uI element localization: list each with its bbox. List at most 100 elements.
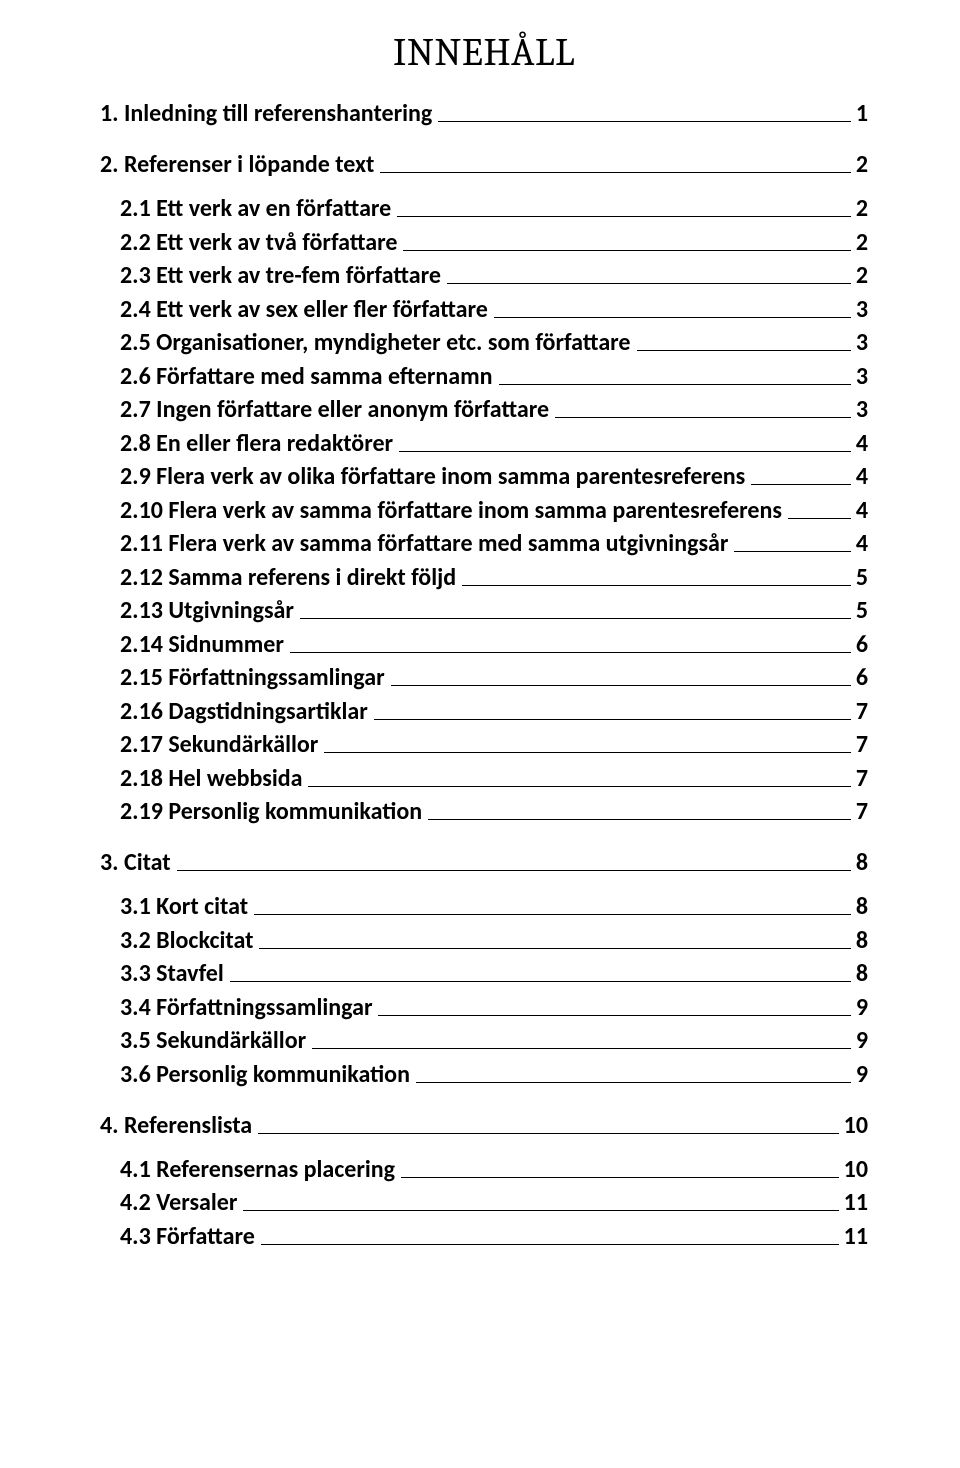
toc-entry-label: 3.6 Personlig kommunikation — [120, 1063, 410, 1087]
toc-entry-label: 3.1 Kort citat — [120, 895, 248, 919]
toc-entry-page: 3 — [856, 298, 868, 322]
toc-leader-line — [555, 417, 851, 418]
toc-entry-page: 3 — [856, 365, 868, 389]
toc-entry-label: 2.5 Organisationer, myndigheter etc. som… — [120, 331, 631, 355]
toc-leader-line — [416, 1082, 851, 1083]
toc-entry-page: 6 — [856, 666, 868, 690]
toc-entry-label: 3.5 Sekundärkällor — [120, 1029, 306, 1053]
toc-entry: 4. Referenslista10 — [100, 1114, 868, 1138]
toc-entry-label: 2.19 Personlig kommunikation — [120, 800, 422, 824]
toc-entry-page: 9 — [856, 1063, 868, 1087]
toc-leader-line — [499, 384, 851, 385]
toc-entry: 2.3 Ett verk av tre-fem författare2 — [120, 264, 868, 288]
toc-leader-line — [391, 685, 851, 686]
toc-entry-label: 3.3 Stavfel — [120, 962, 224, 986]
toc-entry: 2.5 Organisationer, myndigheter etc. som… — [120, 331, 868, 355]
toc-leader-line — [403, 250, 850, 251]
toc-entry: 3.3 Stavfel 8 — [120, 962, 868, 986]
toc-leader-line — [259, 948, 850, 949]
toc-entry-page: 7 — [856, 733, 868, 757]
toc-leader-line — [374, 719, 851, 720]
toc-entry: 1. Inledning till referenshantering 1 — [100, 102, 868, 126]
toc-entry: 2.19 Personlig kommunikation 7 — [120, 800, 868, 824]
toc-entry-page: 2 — [856, 231, 868, 255]
toc-entry-page: 5 — [856, 566, 868, 590]
toc-entry: 3.6 Personlig kommunikation 9 — [120, 1063, 868, 1087]
toc-entry: 2.12 Samma referens i direkt följd5 — [120, 566, 868, 590]
toc-entry-label: 2.13 Utgivningsår — [120, 599, 294, 623]
toc-entry-page: 9 — [856, 996, 868, 1020]
toc-entry-label: 4.1 Referensernas placering — [120, 1158, 395, 1182]
toc-entry-label: 2.11 Flera verk av samma författare med … — [120, 532, 728, 556]
toc-entry-label: 2.18 Hel webbsida — [120, 767, 302, 791]
toc-leader-line — [401, 1177, 839, 1178]
toc-leader-line — [324, 752, 851, 753]
toc-entry-label: 2.16 Dagstidningsartiklar — [120, 700, 368, 724]
toc-entry-page: 7 — [856, 700, 868, 724]
toc-entry-label: 2.17 Sekundärkällor — [120, 733, 318, 757]
toc-leader-line — [378, 1015, 850, 1016]
toc-entry-page: 4 — [856, 532, 868, 556]
toc-leader-line — [428, 819, 851, 820]
toc-entry: 2.10 Flera verk av samma författare inom… — [120, 499, 868, 523]
toc-entry-page: 4 — [856, 465, 868, 489]
toc-entry: 4.3 Författare 11 — [120, 1225, 868, 1249]
toc-entry-page: 7 — [856, 800, 868, 824]
toc-leader-line — [300, 618, 851, 619]
toc-entry: 2.15 Författningssamlingar 6 — [120, 666, 868, 690]
toc-entry-page: 4 — [856, 499, 868, 523]
toc-entry-label: 3. Citat — [100, 851, 171, 875]
toc-entry-page: 8 — [856, 962, 868, 986]
toc-leader-line — [751, 484, 851, 485]
toc-leader-line — [243, 1210, 838, 1211]
toc-leader-line — [177, 870, 851, 871]
toc-entry-page: 7 — [856, 767, 868, 791]
table-of-contents: 1. Inledning till referenshantering 1 2. R… — [100, 102, 868, 1249]
toc-entry-label: 4. Referenslista — [100, 1114, 252, 1138]
toc-entry: 3. Citat 8 — [100, 851, 868, 875]
toc-entry-page: 8 — [856, 895, 868, 919]
toc-entry: 2.11 Flera verk av samma författare med … — [120, 532, 868, 556]
toc-entry: 2.18 Hel webbsida 7 — [120, 767, 868, 791]
toc-entry-label: 3.2 Blockcitat — [120, 929, 253, 953]
toc-entry-page: 11 — [844, 1225, 868, 1249]
toc-entry: 3.5 Sekundärkällor 9 — [120, 1029, 868, 1053]
toc-leader-line — [230, 981, 851, 982]
toc-entry-label: 2.6 Författare med samma efternamn — [120, 365, 493, 389]
toc-leader-line — [438, 121, 851, 122]
toc-entry: 3.4 Författningssamlingar 9 — [120, 996, 868, 1020]
toc-entry-page: 2 — [856, 264, 868, 288]
toc-entry: 2.1 Ett verk av en författare2 — [120, 197, 868, 221]
toc-entry-page: 10 — [844, 1158, 868, 1182]
toc-leader-line — [397, 216, 851, 217]
toc-entry-page: 4 — [856, 432, 868, 456]
toc-entry-page: 3 — [856, 398, 868, 422]
toc-entry-page: 5 — [856, 599, 868, 623]
toc-leader-line — [258, 1133, 839, 1134]
toc-entry-page: 11 — [844, 1191, 868, 1215]
toc-entry-label: 2.15 Författningssamlingar — [120, 666, 385, 690]
toc-entry-page: 9 — [856, 1029, 868, 1053]
toc-entry-label: 2.9 Flera verk av olika författare inom … — [120, 465, 745, 489]
toc-entry-label: 3.4 Författningssamlingar — [120, 996, 372, 1020]
toc-leader-line — [290, 652, 851, 653]
toc-leader-line — [447, 283, 851, 284]
toc-leader-line — [254, 914, 851, 915]
toc-entry-label: 4.3 Författare — [120, 1225, 255, 1249]
toc-entry-page: 1 — [856, 102, 868, 126]
toc-entry-page: 6 — [856, 633, 868, 657]
toc-entry-label: 2.14 Sidnummer — [120, 633, 284, 657]
toc-entry-label: 2. Referenser i löpande text — [100, 153, 374, 177]
toc-entry-label: 2.1 Ett verk av en författare — [120, 197, 391, 221]
toc-entry-page: 8 — [856, 851, 868, 875]
toc-leader-line — [462, 585, 851, 586]
document-page: INNEHÅLL 1. Inledning till referenshante… — [0, 0, 960, 1468]
toc-entry: 3.1 Kort citat 8 — [120, 895, 868, 919]
toc-entry: 2.16 Dagstidningsartiklar 7 — [120, 700, 868, 724]
toc-leader-line — [788, 518, 851, 519]
toc-entry: 2.8 En eller flera redaktörer4 — [120, 432, 868, 456]
toc-entry: 2. Referenser i löpande text2 — [100, 153, 868, 177]
toc-entry: 3.2 Blockcitat8 — [120, 929, 868, 953]
toc-leader-line — [734, 551, 850, 552]
toc-entry-label: 1. Inledning till referenshantering — [100, 102, 432, 126]
